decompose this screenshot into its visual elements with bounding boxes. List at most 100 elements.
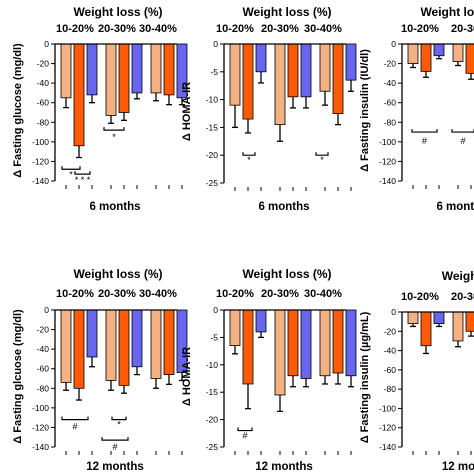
group-label: 10-20% <box>401 291 439 303</box>
bar <box>86 309 98 358</box>
chart-title: Weight loss (%) <box>73 5 162 19</box>
bar <box>150 43 162 94</box>
chart-panel-6: Weight l10-20% 20-30% 0 -20 -40 -60 -80 -100 -12… <box>359 269 474 473</box>
significance-mark: * <box>69 169 73 179</box>
bar <box>452 43 464 63</box>
significance-bracket <box>411 129 438 133</box>
bar <box>319 43 331 92</box>
significance-mark: * <box>247 155 251 165</box>
bar <box>163 309 175 375</box>
chart-panel-5: Weight loss (%) 10-20% 20-30% 30-40% 0 -5 -10 -… <box>181 267 357 473</box>
bar <box>287 43 299 98</box>
bar <box>407 43 419 64</box>
y-tick-label: -140 <box>32 176 49 186</box>
group-label: 30-40% <box>139 288 177 300</box>
y-axis-label: Δ Fasting glcuose (mg/dl) <box>12 309 24 444</box>
y-tick-label: -20 <box>206 415 219 425</box>
period-label: 12 months <box>255 461 313 473</box>
chart-title: Weight loss (%) <box>73 267 162 281</box>
bar <box>452 311 464 342</box>
y-tick-label: -80 <box>384 384 397 394</box>
significance-bracket <box>237 427 253 432</box>
bar <box>73 309 85 389</box>
chart-title: Weight loss (%) <box>242 267 331 281</box>
y-tick-label: -40 <box>384 78 397 88</box>
y-tick-label: -140 <box>379 442 396 452</box>
significance-bracket <box>451 129 474 133</box>
y-tick-label: -80 <box>37 117 50 127</box>
y-axis-label: Δ HOMA-IR <box>181 82 193 141</box>
bar <box>300 43 312 98</box>
y-tick-label: -20 <box>384 326 397 336</box>
y-tick-label: -120 <box>379 156 396 166</box>
bar <box>420 43 432 72</box>
group-label: 30-40% <box>304 288 342 300</box>
significance-bracket <box>61 416 89 421</box>
bar <box>407 311 419 324</box>
significance-mark: # <box>422 136 427 146</box>
y-tick-label: -140 <box>32 442 49 452</box>
y-axis-label: Δ Fasting insulin (IU/dl) <box>359 49 371 172</box>
bar <box>332 309 344 374</box>
bar <box>131 43 143 94</box>
significance-bracket <box>103 127 125 131</box>
y-tick-label: 0 <box>391 39 396 49</box>
group-label: 20-30% <box>98 288 136 300</box>
significance-bracket <box>315 152 329 156</box>
bar <box>345 309 357 377</box>
group-label: 20-30% <box>451 23 474 35</box>
bar <box>86 43 98 96</box>
period-label: 12 months <box>86 461 144 473</box>
y-tick-label: -120 <box>32 422 49 432</box>
significance-mark: * <box>117 420 121 430</box>
group-label: 10-20% <box>216 23 254 35</box>
y-tick-label: -15 <box>206 387 219 397</box>
y-tick-label: -100 <box>32 403 49 413</box>
bar <box>420 311 432 347</box>
y-tick-label: -5 <box>210 67 218 77</box>
bar <box>60 43 72 99</box>
bar <box>274 43 286 126</box>
bar <box>465 311 474 332</box>
group-label: 30-40% <box>304 23 342 35</box>
bar <box>150 309 162 379</box>
bar <box>255 43 267 73</box>
y-tick-label: -40 <box>37 344 50 354</box>
y-tick-label: -60 <box>37 98 50 108</box>
y-tick-label: -100 <box>32 137 49 147</box>
y-tick-label: -5 <box>210 332 218 342</box>
y-tick-label: -100 <box>379 403 396 413</box>
bar <box>118 309 130 386</box>
y-tick-label: -60 <box>384 365 397 375</box>
bar <box>319 309 331 377</box>
bar <box>131 309 143 368</box>
bar <box>274 309 286 396</box>
chart-panel-1: Weight loss (%) 10-20% 20-30% 30-40% 0 -20 -40… <box>12 5 188 213</box>
significance-mark: * * * <box>75 175 91 185</box>
y-axis-label: Δ Fasting glucose (mg/dl) <box>12 43 24 178</box>
chart-panel-2: Weight loss (%) 10-20% 20-30% 30-40% 0 -5 -10 -… <box>181 5 357 213</box>
bar <box>465 43 474 74</box>
y-tick-label: 0 <box>213 39 218 49</box>
bar <box>105 43 117 116</box>
group-label: 20-30% <box>451 291 474 303</box>
y-tick-label: -60 <box>384 98 397 108</box>
chart-title: Weight loss (%) <box>242 5 331 19</box>
chart-title: Weight loss (%) <box>420 5 474 19</box>
y-tick-label: -60 <box>37 364 50 374</box>
y-tick-label: -20 <box>37 59 50 69</box>
bar <box>433 43 445 57</box>
bar <box>163 43 175 96</box>
bar <box>105 309 117 381</box>
significance-bracket <box>101 437 129 441</box>
period-label: 6 months <box>258 201 309 213</box>
group-label: 20-30% <box>261 23 299 35</box>
group-label: 30-40% <box>139 23 177 35</box>
bar <box>229 309 241 347</box>
y-tick-label: -10 <box>206 360 219 370</box>
y-tick-label: 0 <box>391 307 396 317</box>
chart-title: Weight l <box>442 269 474 283</box>
chart-panel-3: Weight loss (%) 10-20% 20-30% 0 -20 -40 -60 -80… <box>359 5 474 213</box>
y-axis-label: Δ Fasting insulin (µg/mL) <box>359 311 371 443</box>
